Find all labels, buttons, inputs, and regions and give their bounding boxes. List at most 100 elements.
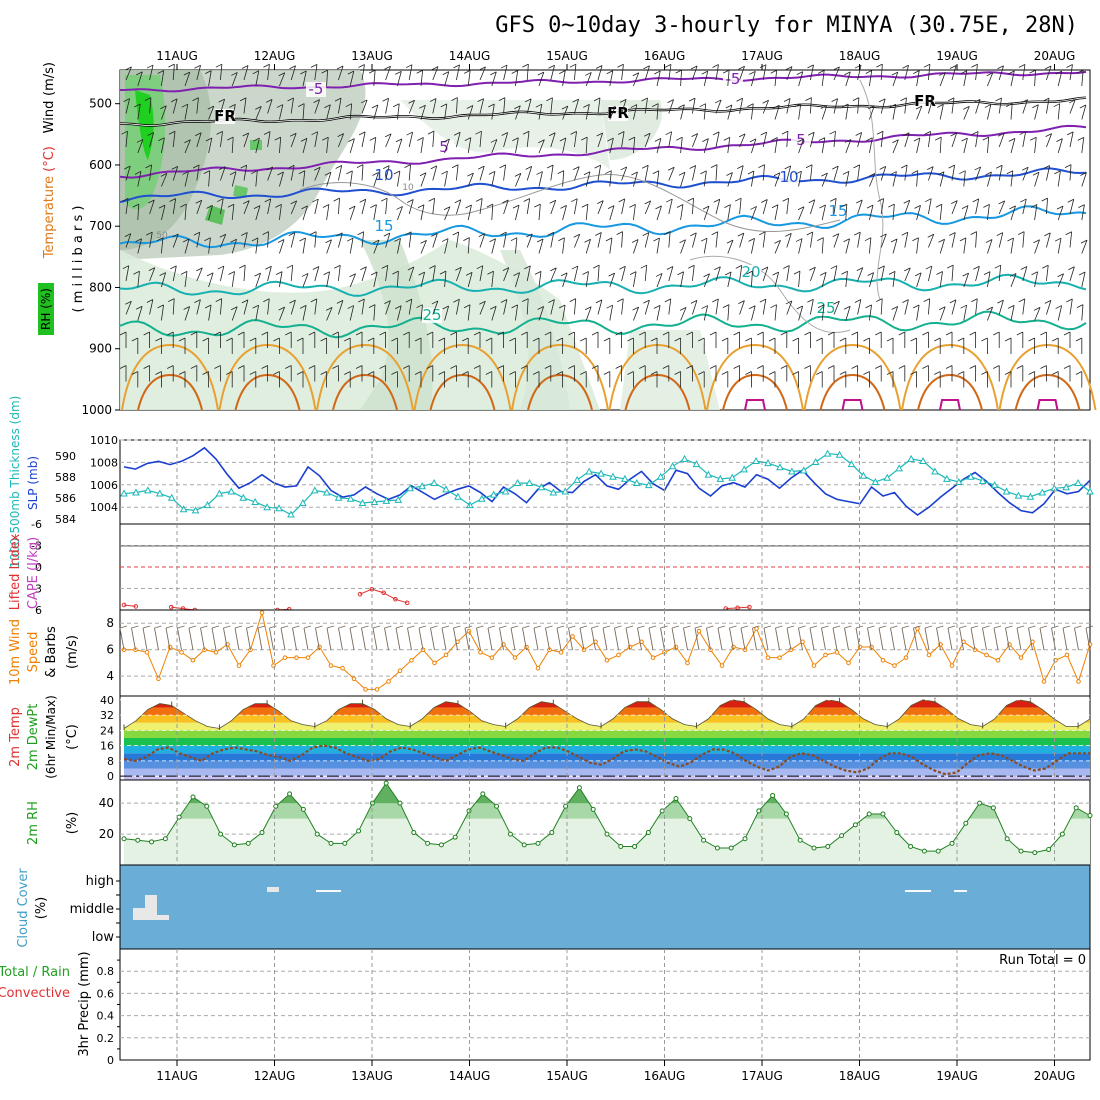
wind-barb xyxy=(585,306,592,321)
wind-barb-flag xyxy=(947,97,955,102)
wind-barb xyxy=(550,200,557,215)
wind-barb-flag xyxy=(556,371,563,375)
wind-barb xyxy=(633,306,640,321)
contour-label-bg xyxy=(374,219,394,234)
wind-barb xyxy=(680,307,687,321)
wind-barb-flag xyxy=(676,136,683,141)
wind-barb-flag xyxy=(854,299,862,303)
wind-speed-point xyxy=(570,634,575,639)
wind-barb-10m-flag xyxy=(579,625,588,629)
wind-barb-10m-flag xyxy=(763,625,772,629)
wind-barb-flag xyxy=(1028,337,1035,342)
surface-dome-outer xyxy=(608,343,707,411)
wind-barb-flag xyxy=(1078,271,1086,276)
wind-barb xyxy=(326,172,332,187)
wind-barb xyxy=(550,299,555,315)
wind-barb-flag xyxy=(190,365,198,369)
wind-barb-flag xyxy=(548,132,556,137)
wind-barb xyxy=(326,204,330,221)
wind-barb-10m-flag xyxy=(211,625,220,629)
surface-dome-inner xyxy=(722,373,788,411)
wind-barb-flag xyxy=(229,104,236,108)
wind-barb-flag xyxy=(889,103,896,108)
wind-barb xyxy=(243,200,250,215)
wind-barb xyxy=(408,231,412,248)
wind-barb-flag xyxy=(372,172,379,176)
wind-barb xyxy=(184,72,191,87)
wind-barb xyxy=(196,299,201,315)
wind-barb xyxy=(939,72,946,87)
wind-barb-flag xyxy=(1007,237,1014,242)
wind-barb-flag xyxy=(585,72,592,76)
wind-barb xyxy=(1069,99,1076,114)
wind-barb-flag xyxy=(827,331,835,336)
wind-barb xyxy=(515,304,518,321)
wind-barb-flag xyxy=(322,136,329,141)
wind-barb xyxy=(349,71,355,87)
thick-point xyxy=(740,465,748,473)
contour-label-bg xyxy=(422,308,442,323)
wind-barb-flag xyxy=(667,99,674,104)
wind-barb-flag xyxy=(310,64,318,68)
wind-barb xyxy=(692,65,698,81)
wind-barb xyxy=(526,166,533,181)
wind-barb-flag xyxy=(537,306,544,310)
wind-barb-flag xyxy=(336,232,343,237)
wind-barb-10m xyxy=(947,627,953,651)
wind-barb-flag xyxy=(691,133,698,137)
wind-barb-flag xyxy=(465,204,472,209)
wind-barb-flag xyxy=(497,365,504,369)
wind-barb xyxy=(255,205,261,221)
wind-barb-flag xyxy=(678,171,686,176)
wind-barb xyxy=(904,164,908,181)
wind-barb-10m-flag xyxy=(441,625,450,629)
wind-barb xyxy=(255,70,260,87)
thick-point xyxy=(764,459,772,467)
thick-point xyxy=(227,487,236,495)
wind-barb xyxy=(1034,271,1038,288)
wind-barb-flag xyxy=(1068,99,1076,104)
wind-barb xyxy=(1069,298,1073,315)
wind-barb xyxy=(904,232,909,248)
rh-point xyxy=(949,840,955,846)
wind-barb-flag xyxy=(888,203,895,208)
wind-barb xyxy=(762,164,765,181)
wind-barb-flag xyxy=(785,300,793,305)
wind-barb xyxy=(928,298,931,315)
wind-barb xyxy=(833,301,840,315)
wind-speed-point xyxy=(949,663,955,668)
wind-barb-flag xyxy=(289,65,296,70)
wind-barb-flag xyxy=(134,103,141,108)
wind-barb-10m-flag xyxy=(407,625,415,629)
wind-barb xyxy=(1046,165,1051,181)
wind-barb-flag xyxy=(313,166,321,171)
date-label-bottom: 19AUG xyxy=(936,1069,978,1083)
wind-grid: 864 xyxy=(106,616,1090,683)
wind-barb-flag xyxy=(192,97,199,102)
wind-barb xyxy=(1022,64,1026,81)
wind-barb-10m-flag xyxy=(602,625,611,629)
wind-barb-flag xyxy=(724,204,731,208)
wind-barb xyxy=(432,233,438,248)
temp-band xyxy=(124,753,1090,761)
wind-barb xyxy=(562,304,566,321)
wind-barb xyxy=(231,72,238,87)
wind-barb-10m-flag xyxy=(154,625,162,629)
wind-barb xyxy=(574,64,577,81)
surface-dome-inner xyxy=(917,373,983,411)
wind-barb-flag xyxy=(854,64,862,69)
wind-barb xyxy=(349,305,355,321)
wind-barb-flag xyxy=(713,198,720,203)
wind-barb-10m-flag xyxy=(476,625,484,629)
wind-barb-flag xyxy=(523,198,530,202)
wind-barb xyxy=(774,172,781,187)
wind-barb-flag xyxy=(878,265,885,270)
wind-barb xyxy=(951,265,954,282)
wind-barb xyxy=(821,70,825,87)
wind-barb-flag xyxy=(581,203,589,208)
wind-barb xyxy=(857,64,862,81)
wind-barb-flag xyxy=(925,198,932,203)
thick-point xyxy=(251,497,260,505)
wind-barb xyxy=(833,166,839,181)
